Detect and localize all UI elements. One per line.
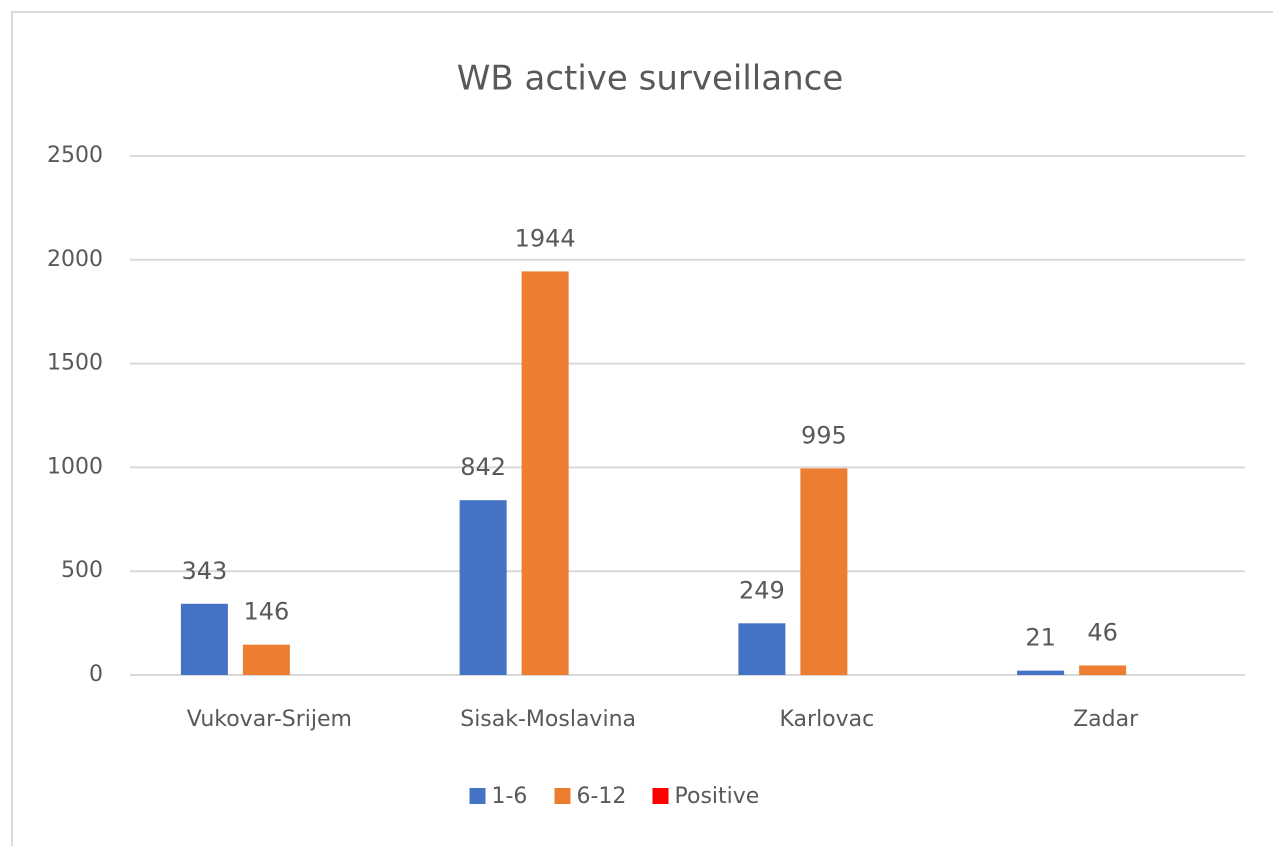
data-label: 249 [739,576,785,604]
bar [738,623,786,675]
legend-label: Positive [675,784,760,809]
legend-swatch [652,788,669,804]
data-label: 1944 [515,224,576,252]
bar [1017,670,1065,675]
x-tick-label: Sisak-Moslavina [460,707,636,732]
bar [800,468,848,675]
y-tick-label: 2500 [47,143,103,168]
legend-swatch [469,788,486,804]
legend-label: 1-6 [492,784,528,809]
x-tick-label: Zadar [1073,707,1139,732]
y-tick-label: 0 [89,662,103,687]
chart-frame [11,11,1273,846]
y-tick-label: 1000 [47,454,103,479]
bar [1079,665,1127,675]
y-tick-label: 500 [61,558,103,583]
data-label: 995 [801,421,847,449]
chart-title: WB active surveillance [457,59,844,99]
data-label: 146 [243,598,289,626]
data-label: 21 [1025,624,1056,652]
data-label: 842 [460,453,506,481]
bar [459,500,507,675]
bar [180,603,228,675]
y-tick-label: 1500 [47,351,103,376]
data-label: 46 [1087,618,1118,646]
x-tick-label: Vukovar-Srijem [187,707,352,732]
y-tick-label: 2000 [47,247,103,272]
bar [521,271,569,675]
x-tick-label: Karlovac [780,707,875,732]
legend-label: 6-12 [577,784,627,809]
data-label: 343 [181,557,227,585]
bar [242,644,290,675]
legend-swatch [554,788,571,804]
